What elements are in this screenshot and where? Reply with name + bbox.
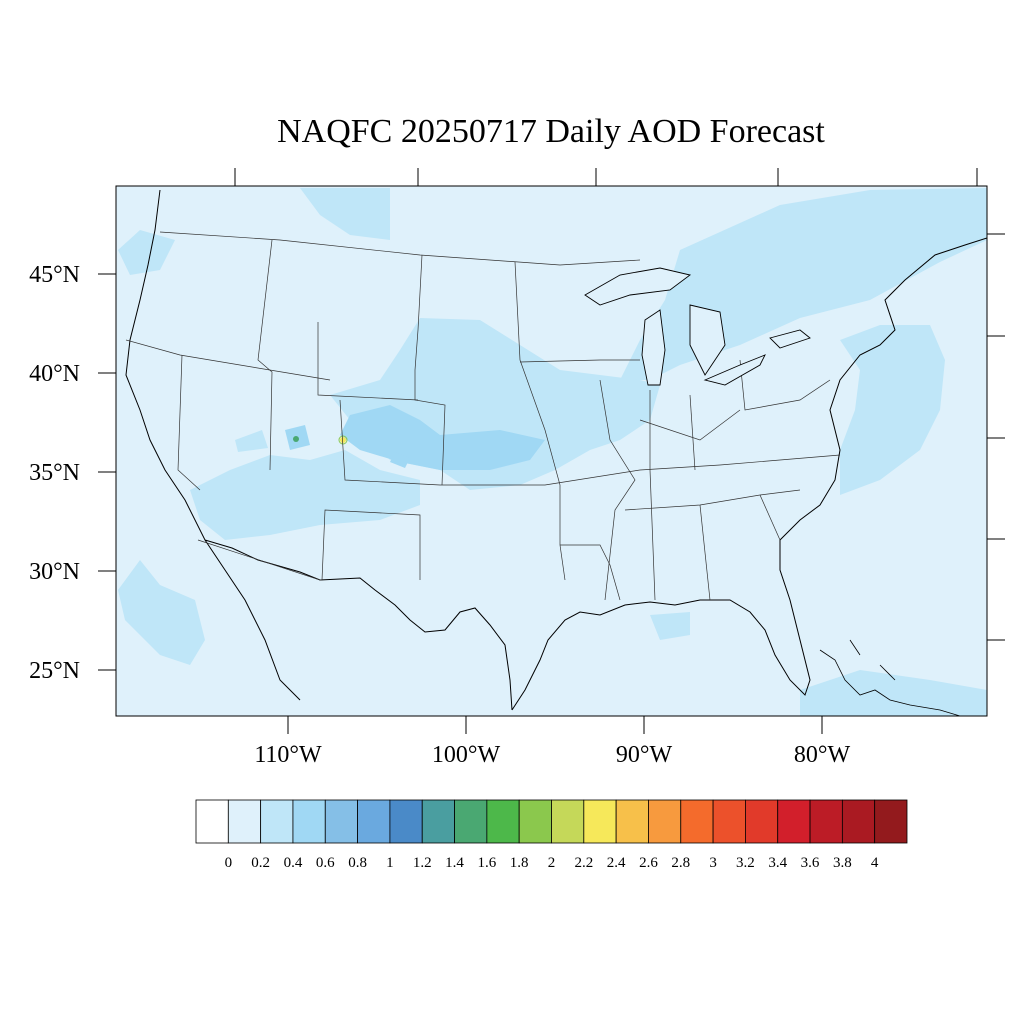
colorbar-labels: 0 0.2 0.4 0.6 0.8 1 1.2 1.4 1.6 1.8 2 2.2 2.4 2.6 2.8 3… [225, 855, 879, 871]
colorbar-tick-label: 1.2 [413, 855, 432, 871]
lon-label: 80°W [794, 742, 851, 768]
colorbar-tick-label: 1.4 [445, 855, 464, 871]
caribbean-islands [819, 639, 961, 716]
great-lakes [584, 267, 811, 386]
colorbar-tick-label: 2.4 [607, 855, 626, 871]
colorbar-tick-label: 1 [386, 855, 394, 871]
lat-label: 25°N [29, 658, 80, 684]
map-frame [115, 185, 988, 717]
colorbar-tick-label: 0.8 [348, 855, 367, 871]
colorbar-swatch [712, 799, 746, 844]
colorbar-tick-label: 0.2 [251, 855, 270, 871]
lon-label: 100°W [432, 742, 501, 768]
coastline-outline [125, 189, 987, 711]
colorbar-swatch [648, 799, 682, 844]
colorbar-tick-label: 1.6 [477, 855, 496, 871]
colorbar-swatch [389, 799, 423, 844]
colorbar-tick-label: 1.8 [510, 855, 529, 871]
colorbar-swatch [292, 799, 326, 844]
colorbar-swatch [615, 799, 649, 844]
colorbar-tick-label: 2.2 [574, 855, 593, 871]
colorbar-swatch [421, 799, 455, 844]
colorbar-tick-label: 2 [548, 855, 556, 871]
colorbar-tick-label: 3.2 [736, 855, 755, 871]
colorbar-tick-label: 2.6 [639, 855, 658, 871]
map-panel [116, 186, 987, 716]
lat-label: 40°N [29, 361, 80, 387]
colorbar-swatch [874, 799, 908, 844]
colorbar-swatch [227, 799, 262, 844]
lat-label: 45°N [29, 262, 80, 288]
lat-label: 35°N [29, 460, 80, 486]
lake-huron [689, 304, 726, 376]
colorbar-swatch [260, 799, 294, 844]
lake-ontario [769, 329, 811, 349]
lake-michigan [641, 309, 666, 386]
colorbar-tick-label: 2.8 [671, 855, 690, 871]
colorbar-swatch [680, 799, 714, 844]
colorbar-tick-label: 4 [871, 855, 879, 871]
colorbar-swatch [551, 799, 585, 844]
colorbar-swatch [777, 799, 811, 844]
colorbar-swatch [486, 799, 520, 844]
colorbar-swatch [195, 799, 229, 844]
colorbar-tick-label: 0.4 [284, 855, 303, 871]
hotspot-colorado [340, 437, 346, 443]
map-ticks [98, 168, 1005, 734]
latitude-labels: 45°N 40°N 35°N 30°N 25°N [29, 262, 80, 684]
colorbar-swatch [454, 799, 488, 844]
colorbar-swatch [324, 799, 358, 844]
longitude-labels: 110°W 100°W 90°W 80°W [254, 742, 850, 768]
lat-label: 30°N [29, 559, 80, 585]
colorbar-tick-label: 3.8 [833, 855, 852, 871]
colorbar [195, 799, 908, 844]
colorbar-tick-label: 3.6 [801, 855, 820, 871]
colorbar-tick-label: 3.4 [768, 855, 787, 871]
colorbar-tick-label: 0.6 [316, 855, 335, 871]
colorbar-tick-label: 3 [709, 855, 717, 871]
colorbar-swatch [583, 799, 617, 844]
colorbar-swatch [809, 799, 843, 844]
colorbar-swatch [841, 799, 876, 844]
lon-label: 110°W [254, 742, 322, 768]
colorbar-swatch [518, 799, 552, 844]
colorbar-tick-label: 0 [225, 855, 233, 871]
aod-shading-04-06 [285, 405, 545, 470]
lake-superior [584, 267, 692, 306]
map-title: NAQFC 20250717 Daily AOD Forecast [277, 113, 825, 150]
lake-erie [703, 354, 766, 386]
state-boundaries [125, 231, 841, 601]
colorbar-swatch [745, 799, 779, 844]
colorbar-swatch [357, 799, 391, 844]
lon-label: 90°W [616, 742, 673, 768]
hotspot-utah [293, 436, 299, 442]
